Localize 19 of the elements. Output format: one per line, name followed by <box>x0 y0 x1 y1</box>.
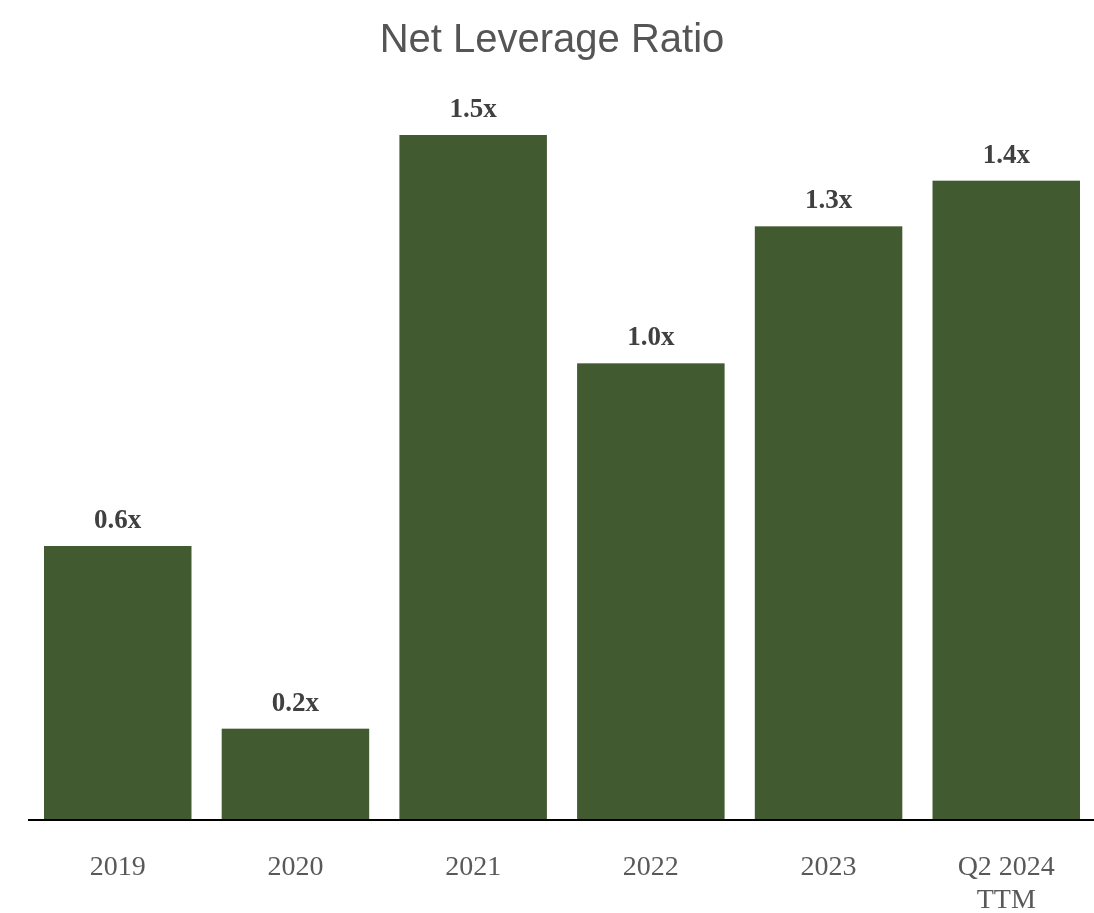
chart-title: Net Leverage Ratio <box>379 16 725 60</box>
data-label: 1.4x <box>982 138 1031 169</box>
data-label: 1.0x <box>627 321 675 352</box>
bar <box>399 135 547 820</box>
x-tick-label: 2020 <box>267 850 324 881</box>
x-tick-label: 2019 <box>89 850 146 881</box>
bar <box>221 728 370 820</box>
bar <box>43 546 192 820</box>
data-label: 1.3x <box>804 184 853 215</box>
data-label: 1.5x <box>449 93 498 123</box>
bar <box>932 180 1081 820</box>
bar <box>754 226 903 820</box>
x-tick-label: 2023 <box>800 850 857 881</box>
x-tick-label: Q2 2024 TTM <box>957 850 1055 913</box>
data-label: 0.6x <box>94 504 142 534</box>
data-label: 0.2x <box>271 686 320 717</box>
x-tick-label: 2022 <box>622 850 679 881</box>
x-tick-label: 2021 <box>445 850 502 881</box>
bar <box>577 363 725 820</box>
